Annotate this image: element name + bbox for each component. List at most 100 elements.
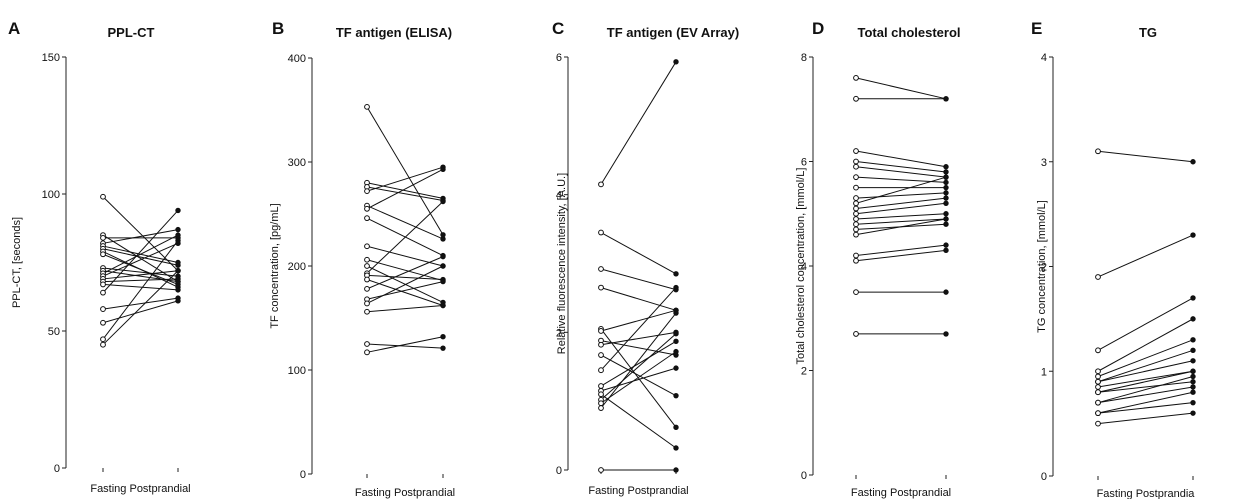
paired-line [102, 300, 179, 324]
x-category-fasting: Fasting [355, 487, 391, 499]
fasting-point [598, 266, 604, 272]
fasting-point [853, 195, 859, 201]
postprandial-point [1190, 337, 1196, 343]
fasting-point [364, 308, 370, 315]
paired-line [855, 166, 947, 178]
postprandial-point [440, 334, 446, 340]
paired-line [102, 240, 179, 340]
y-tick-label: 50 [48, 326, 60, 338]
paired-line [102, 278, 179, 283]
paired-line [855, 244, 947, 257]
fasting-point [853, 75, 859, 81]
x-category-labels: Fasting Postprandia [1097, 488, 1196, 499]
fasting-point [1095, 420, 1101, 427]
postprandial-point [943, 211, 949, 217]
fasting-point [1095, 274, 1101, 280]
x-category-postprandial: Postprandial [126, 483, 190, 495]
paired-line [855, 213, 947, 220]
fasting-point [598, 341, 604, 348]
postprandial-point [440, 345, 446, 351]
postprandial-point [673, 365, 679, 371]
postprandial-point [673, 392, 679, 399]
postprandial-point [1190, 379, 1196, 385]
paired-line [855, 218, 947, 236]
fasting-point [598, 405, 604, 411]
postprandial-point [673, 331, 679, 337]
paired-line [102, 229, 179, 244]
paired-line [600, 312, 677, 409]
x-category-fasting: Fasting [851, 487, 887, 499]
paired-line [600, 287, 677, 311]
postprandial-point [943, 289, 949, 295]
y-tick-label: 200 [288, 261, 306, 273]
fasting-point [853, 95, 859, 102]
fasting-point [100, 319, 106, 326]
postprandial-point [440, 302, 446, 309]
paired-line [102, 234, 179, 283]
paired-line [600, 354, 677, 397]
paired-line [366, 343, 444, 349]
y-tick-label: 4 [801, 261, 807, 273]
fasting-point [598, 284, 604, 291]
panel-title: TF antigen (ELISA) [336, 25, 452, 40]
paired-line [366, 182, 444, 199]
postprandial-point [440, 198, 446, 205]
fasting-point [100, 336, 106, 343]
x-category-postprandial: Postprandial [887, 487, 951, 499]
fasting-point [1095, 368, 1101, 375]
paired-line [600, 367, 677, 392]
paired-line [855, 77, 947, 100]
paired-line [1097, 381, 1194, 393]
fasting-point [364, 300, 370, 307]
x-category-labels: Fasting Postprandial [355, 487, 455, 499]
fasting-point [853, 205, 859, 212]
fasting-point [598, 400, 604, 407]
fasting-point [853, 184, 859, 191]
postprandial-point [673, 467, 679, 473]
postprandial-point [943, 96, 949, 102]
postprandial-point [943, 195, 949, 201]
y-tick-label: 4 [556, 190, 562, 202]
panel-a: A PPL-CT 0 50 100 150 PPL-CT, [seconds] Fasting… [8, 19, 191, 495]
paired-line [1097, 412, 1194, 425]
postprandial-point [1190, 368, 1196, 374]
postprandial-point [673, 284, 679, 291]
postprandial-point [1190, 316, 1196, 322]
postprandial-point [943, 164, 949, 170]
paired-line [102, 297, 179, 310]
paired-line [1097, 318, 1194, 372]
panel-letter: C [552, 19, 564, 38]
y-tick-label: 300 [288, 157, 306, 169]
y-tick-label: 0 [300, 469, 306, 481]
paired-line [1097, 370, 1194, 388]
y-axis-title: TG concentration, [mmol/L] [1036, 200, 1048, 333]
fasting-point [1095, 347, 1101, 354]
paired-line [600, 333, 677, 401]
postprandial-point [440, 236, 446, 242]
paired-line [600, 309, 677, 332]
fasting-point [853, 158, 859, 165]
fasting-point [364, 243, 370, 250]
postprandial-point [1190, 373, 1196, 380]
panel-letter: B [272, 19, 284, 38]
fasting-point [100, 251, 106, 258]
paired-line [366, 274, 444, 281]
fasting-point [364, 188, 370, 195]
paired-line [855, 249, 947, 262]
paired-line [366, 168, 444, 210]
y-tick-label: 4 [1041, 52, 1047, 64]
paired-line [366, 201, 444, 274]
paired-line [102, 283, 179, 291]
paired-line [366, 336, 444, 353]
fasting-point [853, 226, 859, 233]
postprandial-point [1190, 389, 1196, 395]
fasting-point [364, 215, 370, 222]
paired-line [102, 196, 179, 272]
y-axis-title: TF concentration, [pg/mL] [269, 203, 281, 328]
paired-line [1097, 402, 1194, 414]
postprandial-point [440, 253, 446, 260]
paired-line [366, 166, 444, 192]
paired-line [366, 281, 444, 300]
paired-line [600, 393, 677, 449]
